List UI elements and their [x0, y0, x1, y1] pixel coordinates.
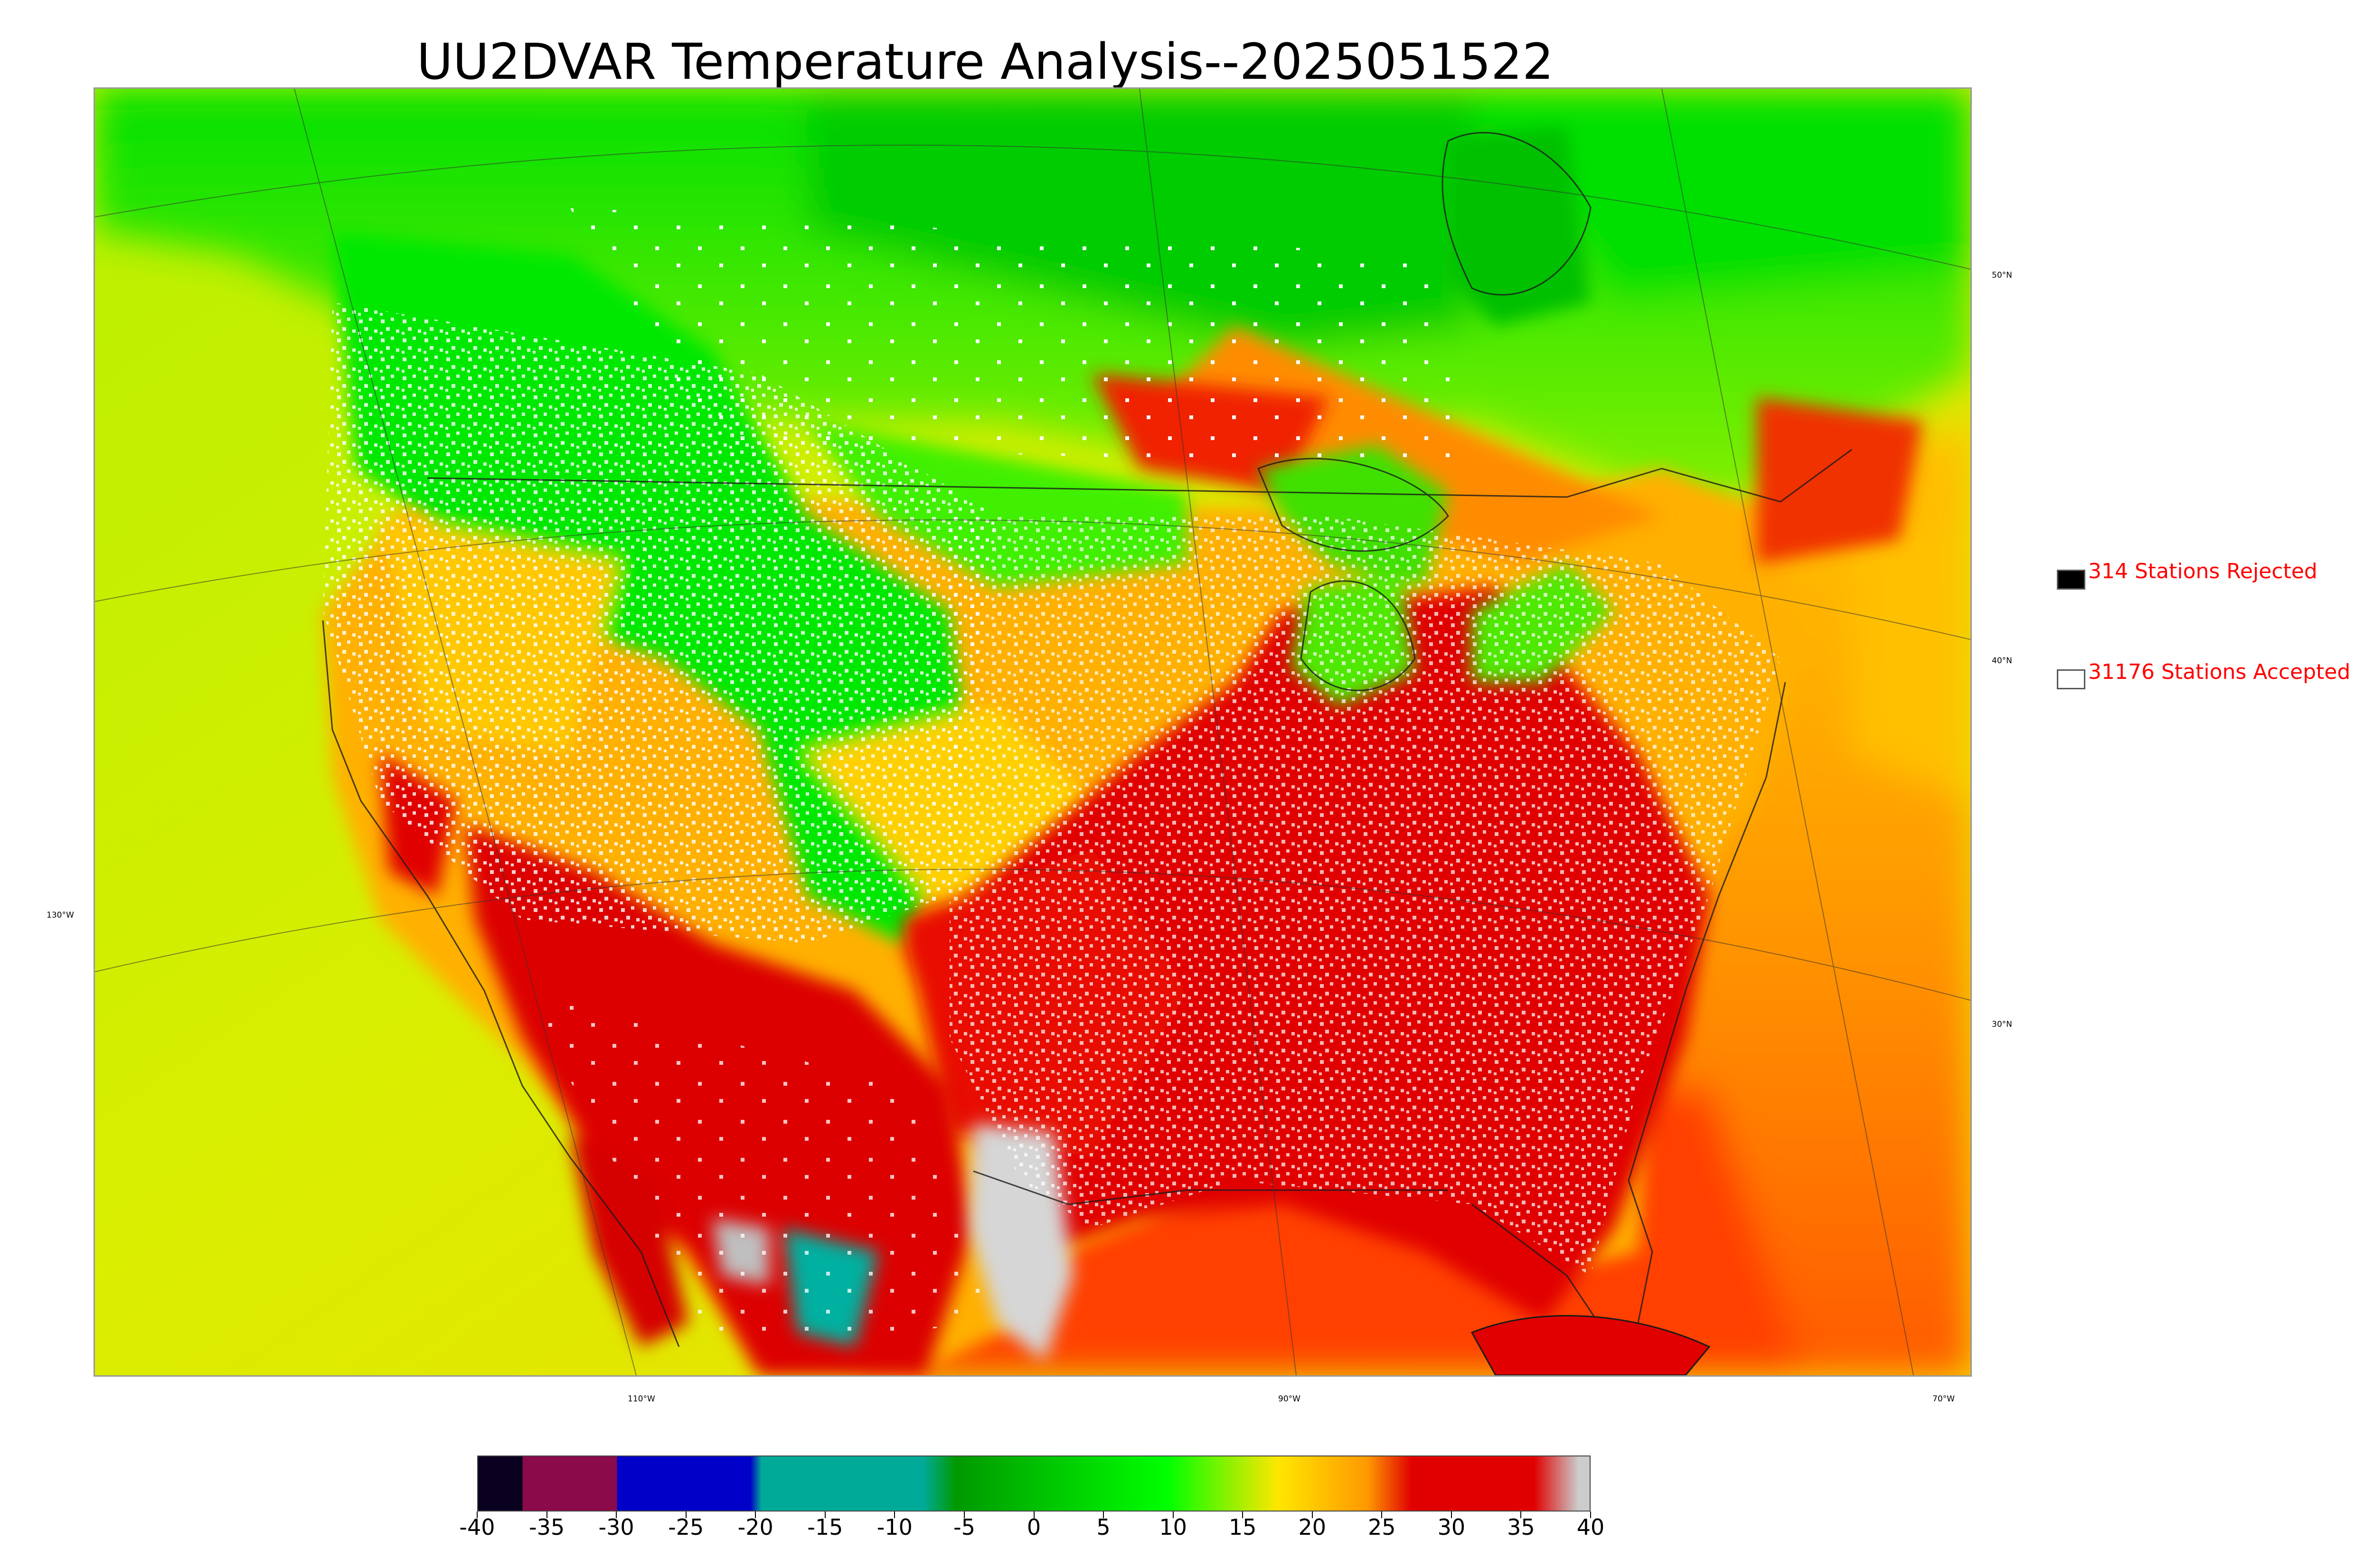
latitude-label-50n: 50°N: [1992, 271, 2012, 280]
temperature-map[interactable]: [94, 87, 1972, 1377]
colorbar-tick: [1381, 1512, 1383, 1518]
colorbar-tick-label: 30: [1437, 1514, 1466, 1540]
colorbar-tick: [1311, 1512, 1313, 1518]
colorbar-tick: [477, 1512, 478, 1518]
colorbar-tick-label: -40: [459, 1514, 495, 1540]
colorbar-tick-label: 25: [1368, 1514, 1396, 1540]
colorbar-tick-label: -10: [876, 1514, 913, 1540]
longitude-label-70w: 70°W: [1932, 1394, 1955, 1404]
colorbar-tick: [963, 1512, 965, 1518]
colorbar-tick: [1242, 1512, 1244, 1518]
accepted-legend-label: 31176 Stations Accepted: [2088, 660, 2351, 684]
colorbar-tick-label: 5: [1096, 1514, 1111, 1540]
colorbar-tick-label: -25: [668, 1514, 704, 1540]
colorbar-tick: [1103, 1512, 1104, 1518]
longitude-label-110w: 110°W: [628, 1394, 655, 1404]
longitude-label-130w: 130°W: [47, 911, 74, 920]
colorbar-tick: [1172, 1512, 1174, 1518]
colorbar-tick: [1590, 1512, 1591, 1518]
colorbar-tick: [1033, 1512, 1035, 1518]
colorbar-tick-label: -35: [528, 1514, 565, 1540]
latitude-label-40n: 40°N: [1992, 656, 2012, 666]
rejected-legend-swatch: [2057, 570, 2085, 590]
longitude-label-90w: 90°W: [1278, 1394, 1300, 1404]
colorbar-tick-label: -5: [953, 1514, 975, 1540]
colorbar-tick-label: 10: [1159, 1514, 1187, 1540]
colorbar-tick: [616, 1512, 617, 1518]
colorbar-tick-label: 35: [1507, 1514, 1535, 1540]
colorbar-tick-label: 0: [1027, 1514, 1041, 1540]
colorbar-tick: [1451, 1512, 1452, 1518]
colorbar-tick-label: 15: [1228, 1514, 1257, 1540]
accepted-legend-swatch: [2057, 669, 2085, 689]
colorbar-tick-label: 40: [1576, 1514, 1605, 1540]
colorbar-tick-label: -30: [598, 1514, 634, 1540]
colorbar-tick-label: -20: [737, 1514, 773, 1540]
colorbar-tick: [685, 1512, 687, 1518]
colorbar-tick: [755, 1512, 756, 1518]
colorbar-tick: [824, 1512, 826, 1518]
chart-title: UU2DVAR Temperature Analysis--2025051522: [416, 33, 1554, 91]
colorbar-tick: [546, 1512, 547, 1518]
rejected-legend-label: 314 Stations Rejected: [2088, 559, 2317, 583]
colorbar-tick: [1520, 1512, 1522, 1518]
colorbar-tick: [894, 1512, 895, 1518]
colorbar-tick-label: -15: [807, 1514, 843, 1540]
colorbar-tick-label: 20: [1298, 1514, 1327, 1540]
latitude-label-30n: 30°N: [1992, 1020, 2012, 1029]
temperature-colorbar: [477, 1455, 1591, 1512]
